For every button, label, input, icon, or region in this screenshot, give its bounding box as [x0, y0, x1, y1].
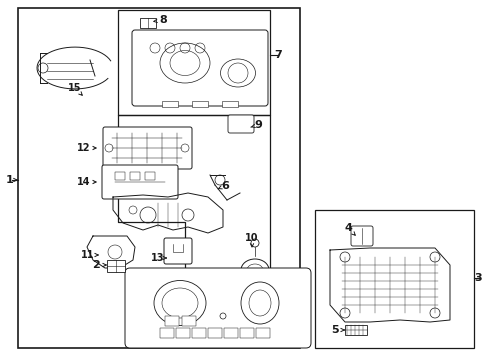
- Ellipse shape: [170, 50, 200, 76]
- Bar: [140, 18, 156, 28]
- FancyBboxPatch shape: [350, 226, 372, 246]
- Bar: [192, 328, 205, 338]
- Text: 15: 15: [68, 83, 81, 93]
- Bar: [192, 101, 207, 107]
- Text: 1: 1: [6, 175, 14, 185]
- Ellipse shape: [248, 290, 270, 316]
- Bar: [118, 10, 269, 115]
- Bar: [107, 260, 125, 272]
- Bar: [314, 210, 473, 348]
- Ellipse shape: [241, 282, 279, 324]
- FancyBboxPatch shape: [125, 268, 310, 348]
- FancyBboxPatch shape: [102, 165, 178, 199]
- Bar: [240, 328, 253, 338]
- Bar: [345, 325, 366, 335]
- Bar: [18, 8, 299, 348]
- Text: 12: 12: [77, 143, 91, 153]
- Bar: [207, 328, 222, 338]
- Bar: [176, 328, 190, 338]
- Bar: [145, 172, 155, 180]
- Text: 9: 9: [254, 120, 262, 130]
- Text: 11: 11: [81, 250, 95, 260]
- Text: 13: 13: [151, 253, 164, 263]
- FancyBboxPatch shape: [163, 238, 192, 264]
- Text: 8: 8: [159, 15, 166, 25]
- Text: 6: 6: [221, 181, 228, 191]
- Bar: [162, 101, 178, 107]
- FancyBboxPatch shape: [103, 127, 192, 169]
- Text: 4: 4: [344, 223, 351, 233]
- Bar: [160, 328, 174, 338]
- FancyBboxPatch shape: [227, 115, 253, 133]
- Text: 7: 7: [274, 50, 281, 60]
- Text: 2: 2: [92, 260, 100, 270]
- Ellipse shape: [220, 59, 255, 87]
- Bar: [115, 172, 125, 180]
- Text: 5: 5: [330, 325, 338, 335]
- FancyBboxPatch shape: [132, 30, 267, 106]
- Text: 10: 10: [245, 233, 258, 243]
- Bar: [130, 172, 140, 180]
- Bar: [164, 316, 179, 326]
- Text: 14: 14: [77, 177, 91, 187]
- Bar: [182, 316, 196, 326]
- Text: 3: 3: [473, 273, 481, 283]
- Bar: [256, 328, 269, 338]
- Bar: [224, 328, 238, 338]
- Ellipse shape: [241, 259, 268, 281]
- Ellipse shape: [154, 280, 205, 325]
- Ellipse shape: [160, 43, 209, 83]
- Bar: [222, 101, 238, 107]
- Ellipse shape: [246, 264, 263, 276]
- Ellipse shape: [162, 288, 198, 318]
